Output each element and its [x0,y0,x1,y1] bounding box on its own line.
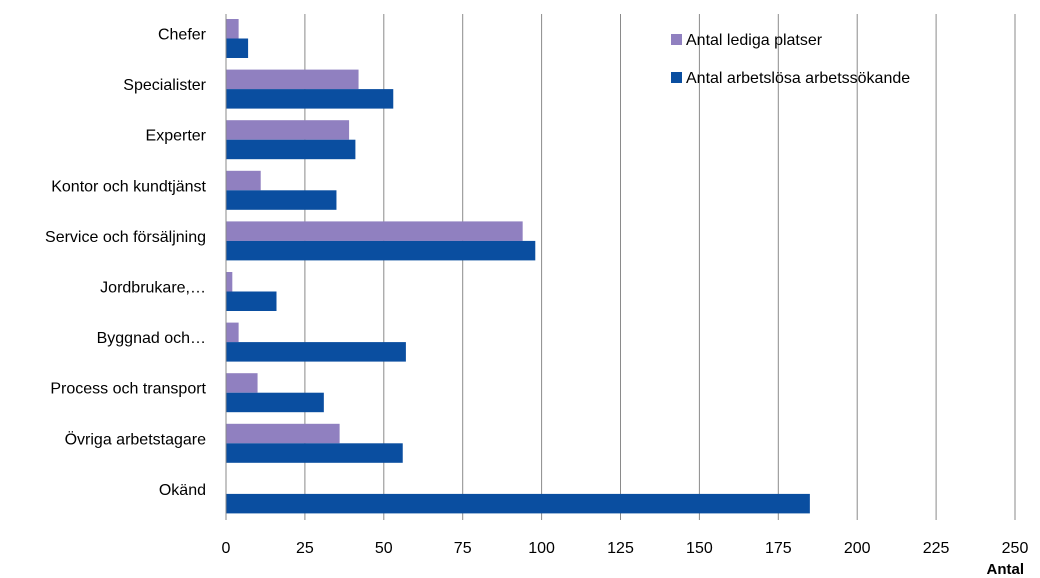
bar-arbetslosa-3 [226,190,337,210]
legend: Antal lediga platser Antal arbetslösa arb… [671,32,910,87]
x-tick-label-175: 175 [765,540,792,557]
x-tick-label-50: 50 [375,540,393,557]
x-tick-label-250: 250 [1002,540,1029,557]
x-tick-label-225: 225 [923,540,950,557]
legend-swatch-1 [671,72,682,83]
bar-lediga-7 [226,373,258,393]
bar-arbetslosa-8 [226,443,403,463]
bar-arbetslosa-2 [226,139,356,160]
gridlines [304,14,1016,520]
bar-lediga-3 [226,170,261,191]
category-label-1: Specialister [123,77,206,94]
x-tick-label-25: 25 [296,540,314,557]
x-tick-label-125: 125 [607,540,634,557]
x-tick-labels: 0 25 50 75 100 125 150 175 200 225 250 [222,540,1029,557]
bar-lediga-1 [226,69,359,90]
bar-arbetslosa-0 [226,38,249,58]
x-tick-label-150: 150 [686,540,713,557]
category-label-0: Chefer [158,27,207,44]
bar-lediga-6 [226,322,239,343]
bar-lediga-4 [226,221,523,241]
x-tick-label-75: 75 [454,540,472,557]
category-label-2: Experter [146,128,207,145]
category-label-6: Byggnad och… [97,330,206,347]
category-label-5: Jordbrukare,… [100,280,206,297]
category-label-4: Service och försäljning [45,229,206,246]
x-tick-label-200: 200 [844,540,871,557]
category-label-7: Process och transport [50,381,206,398]
bar-arbetslosa-1 [226,89,394,109]
category-label-3: Kontor och kundtjänst [51,178,206,195]
category-labels: Chefer Specialister Experter Kontor och kun… [45,27,207,499]
bars [226,19,810,514]
bar-arbetslosa-9 [226,493,810,514]
category-label-8: Övriga arbetstagare [65,430,207,448]
legend-swatch-0 [671,34,682,45]
legend-label-1: Antal arbetslösa arbetssökande [686,70,910,87]
bar-lediga-8 [226,423,340,444]
x-tick-label-0: 0 [222,540,231,557]
x-axis-title: Antal [987,561,1025,578]
bar-arbetslosa-7 [226,392,324,413]
bar-arbetslosa-6 [226,342,406,362]
bar-lediga-0 [226,19,239,39]
bar-arbetslosa-4 [226,240,536,261]
bar-lediga-2 [226,120,350,140]
x-tick-label-100: 100 [528,540,555,557]
category-label-9: Okänd [159,482,206,499]
legend-label-0: Antal lediga platser [686,32,823,49]
bar-arbetslosa-5 [226,291,277,311]
bar-lediga-5 [226,272,233,292]
